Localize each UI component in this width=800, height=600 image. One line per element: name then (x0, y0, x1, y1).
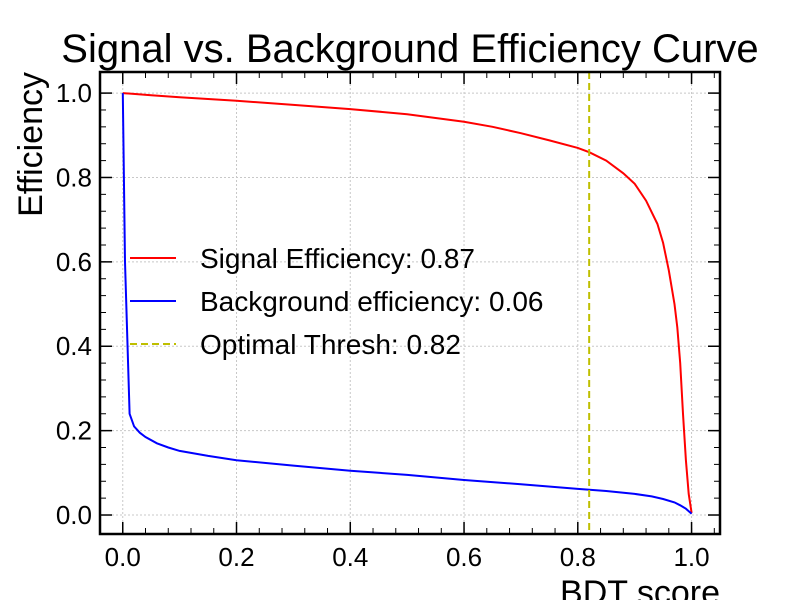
legend: Signal Efficiency: 0.87 Background effici… (130, 243, 543, 360)
x-axis-label: BDT score (560, 574, 720, 600)
y-tick-label: 0.8 (56, 162, 92, 192)
series-line-signal (122, 92, 693, 514)
legend-threshold-label: Optimal Thresh: 0.82 (200, 329, 461, 360)
y-axis-label: Efficiency (12, 72, 50, 217)
plot-frame (98, 70, 722, 536)
x-tick-label: 0.6 (446, 542, 482, 572)
chart-title: Signal vs. Background Efficiency Curve (61, 27, 758, 71)
x-tick-label: 0.4 (332, 542, 368, 572)
ticks: 0.0 0.2 0.4 0.6 0.8 1.0 0.0 0.2 0.4 0.6 0.8 1.0 (56, 72, 720, 572)
y-tick-label: 0.2 (56, 416, 92, 446)
x-tick-label: 0.2 (218, 542, 254, 572)
grid (100, 72, 720, 534)
y-tick-label: 0.6 (56, 247, 92, 277)
legend-background-label: Background efficiency: 0.06 (200, 286, 543, 317)
x-tick-label: 0.8 (560, 542, 596, 572)
x-tick-label: 0.0 (105, 542, 141, 572)
series-line-background (121, 93, 693, 515)
y-tick-label: 1.0 (56, 78, 92, 108)
y-tick-label: 0.0 (56, 500, 92, 530)
y-tick-label: 0.4 (56, 331, 92, 361)
series-layer (121, 72, 693, 534)
legend-signal-label: Signal Efficiency: 0.87 (200, 243, 475, 274)
x-tick-label: 1.0 (673, 542, 709, 572)
